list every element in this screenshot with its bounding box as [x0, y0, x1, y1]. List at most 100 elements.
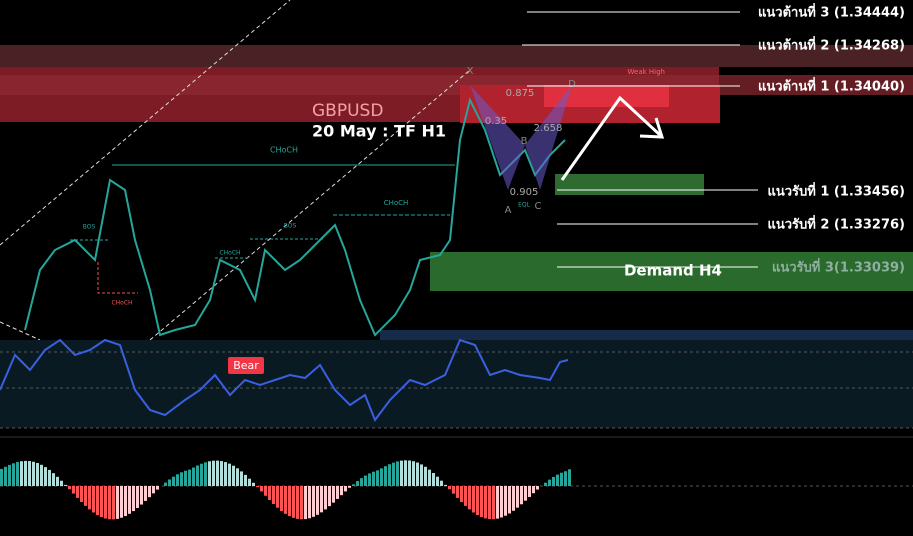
histogram-bar [136, 486, 139, 508]
histogram-bar [276, 486, 279, 508]
histogram-bar [236, 468, 239, 486]
histogram-bar [560, 472, 563, 486]
histogram-bar [212, 460, 215, 486]
histogram-bar [436, 476, 439, 486]
histogram-bar [336, 486, 339, 499]
weak-high-label: Weak High [628, 68, 665, 76]
rsi-line [0, 338, 569, 423]
resistance-label: แนวต้านที่ 3 (1.34444) [758, 3, 905, 21]
histogram-bar [416, 462, 419, 486]
choch-label: CHoCH [219, 250, 240, 257]
subtitle: 20 May : TF H1 [312, 122, 446, 141]
histogram-bar [376, 470, 379, 486]
histogram-bar [116, 486, 119, 519]
histogram-bar [284, 486, 287, 514]
histogram-bar [184, 470, 187, 486]
histogram-bar [408, 460, 411, 486]
histogram-bar [264, 486, 267, 496]
histogram-bar [440, 480, 443, 486]
histogram-bar [20, 461, 23, 486]
histogram-bar [492, 486, 495, 520]
support-label: แนวรับที่ 2 (1.33276) [767, 215, 905, 233]
histogram-bar [464, 486, 467, 506]
support-label: แนวรับที่ 3(1.33039) [772, 258, 905, 276]
histogram-bar [552, 476, 555, 486]
histogram-bar [172, 476, 175, 486]
histogram-bar [332, 486, 335, 503]
histogram-bar [156, 486, 159, 490]
histogram-bar [0, 468, 3, 486]
histogram-bar [72, 486, 75, 494]
histogram-bar [252, 482, 255, 486]
histogram-bar [56, 476, 59, 486]
histogram-bar [316, 486, 319, 515]
histogram-bar [100, 486, 103, 518]
histogram-bar [260, 486, 263, 492]
histogram-bar [76, 486, 79, 498]
pattern-point: C [535, 201, 542, 212]
histogram-bar [28, 461, 31, 486]
histogram-bar [364, 475, 367, 486]
histogram-bar [248, 478, 251, 486]
histogram-bar [112, 486, 115, 520]
histogram [0, 460, 571, 520]
pattern-point: B [521, 136, 528, 147]
demand-zone [555, 174, 704, 195]
pattern-ratio: 0.905 [510, 187, 539, 198]
histogram-bar [308, 486, 311, 519]
histogram-bar [48, 469, 51, 486]
histogram-bar [148, 486, 151, 498]
bos-label: BOS [83, 224, 96, 231]
pattern-point: X [467, 66, 474, 77]
histogram-bar [400, 460, 403, 486]
histogram-bar [108, 486, 111, 520]
histogram-bar [532, 486, 535, 494]
histogram-bar [84, 486, 87, 506]
pattern-leg [525, 85, 572, 190]
histogram-bar [132, 486, 135, 512]
histogram-bar [328, 486, 331, 507]
histogram-bar [208, 461, 211, 486]
histogram-bar [80, 486, 83, 503]
histogram-bar [424, 466, 427, 486]
histogram-bar [524, 486, 527, 501]
histogram-bar [244, 474, 247, 486]
histogram-bar [52, 473, 55, 486]
histogram-bar [192, 467, 195, 486]
histogram-bar [152, 486, 155, 494]
histogram-bar [196, 465, 199, 486]
demand-label: Demand H4 [624, 262, 722, 280]
histogram-bar [180, 472, 183, 486]
histogram-bar [480, 486, 483, 518]
histogram-bar [428, 469, 431, 486]
histogram-bar [32, 461, 35, 486]
histogram-bar [44, 467, 47, 486]
bear-label: Bear [233, 359, 259, 372]
histogram-bar [304, 486, 307, 520]
histogram-bar [508, 486, 511, 514]
histogram-bar [240, 471, 243, 486]
histogram-bar [40, 464, 43, 486]
histogram-bar [164, 482, 167, 486]
histogram-bar [88, 486, 91, 510]
resistance-label: แนวต้านที่ 2 (1.34268) [758, 36, 905, 54]
histogram-bar [344, 486, 347, 492]
histogram-bar [12, 463, 15, 486]
histogram-bar [36, 463, 39, 486]
histogram-bar [288, 486, 291, 517]
histogram-bar [460, 486, 463, 503]
histogram-bar [104, 486, 107, 519]
histogram-bar [300, 486, 303, 520]
histogram-bar [96, 486, 99, 516]
histogram-bar [476, 486, 479, 516]
histogram-bar [384, 466, 387, 486]
histogram-bar [380, 468, 383, 486]
choch-line [97, 262, 138, 294]
histogram-bar [564, 471, 567, 486]
histogram-bar [528, 486, 531, 497]
histogram-bar [496, 486, 499, 519]
histogram-bar [544, 482, 547, 486]
supply-zone [0, 45, 913, 67]
zone [380, 330, 913, 340]
histogram-bar [280, 486, 283, 512]
